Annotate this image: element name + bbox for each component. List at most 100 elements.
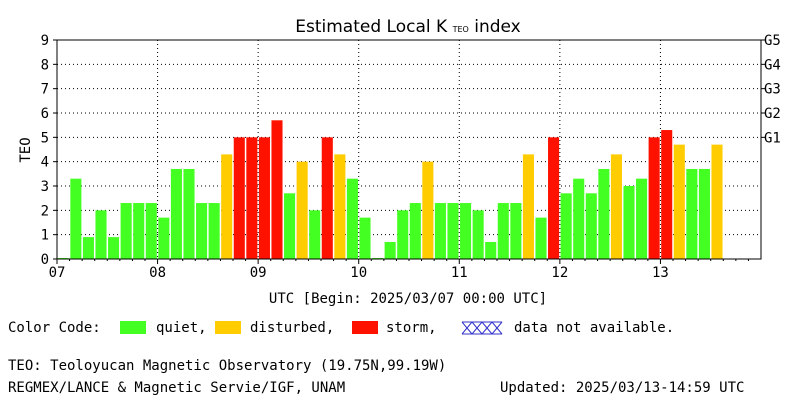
k-index-bar — [296, 161, 308, 259]
k-index-bar — [120, 203, 132, 259]
x-tick-label: 08 — [149, 265, 166, 281]
k-index-bar — [397, 210, 409, 259]
k-index-bar — [610, 154, 622, 259]
legend-na-swatch — [461, 321, 503, 335]
k-index-bar — [573, 178, 585, 259]
k-index-bar — [686, 168, 698, 259]
k-index-bar — [698, 168, 710, 259]
y-tick-label: 7 — [41, 82, 49, 98]
chart-title: Estimated Local K TEO index — [295, 17, 520, 37]
y-axis-label: TEO — [18, 137, 34, 162]
legend-disturbed-label: disturbed, — [250, 320, 335, 336]
k-index-bar — [221, 154, 233, 259]
x-tick-label: 10 — [350, 265, 367, 281]
k-index-bar — [585, 193, 597, 259]
k-index-bar — [271, 120, 283, 259]
k-index-bar — [661, 130, 673, 259]
y-tick-label: 1 — [41, 228, 49, 244]
k-index-bar — [133, 203, 145, 259]
y-tick-label: 5 — [41, 130, 49, 146]
x-tick-label: 12 — [551, 265, 568, 281]
x-tick-label: 11 — [451, 265, 468, 281]
y-tick-label: 2 — [41, 203, 49, 219]
chart-title-main: Estimated Local K — [295, 17, 448, 37]
legend-prefix: Color Code: — [8, 320, 101, 336]
x-tick-label: 13 — [652, 265, 669, 281]
tick-marks — [53, 39, 765, 264]
k-index-bar — [258, 137, 270, 259]
k-index-bar — [623, 186, 635, 259]
legend-quiet-label: quiet, — [156, 320, 207, 336]
k-index-bar — [460, 203, 472, 259]
k-index-bar — [548, 137, 560, 259]
chart-title-suffix: index — [474, 17, 521, 37]
k-index-bar — [673, 144, 685, 259]
na-cross-line — [461, 321, 473, 335]
k-index-bar — [82, 237, 94, 259]
k-index-bar — [472, 210, 484, 259]
k-index-bar — [711, 144, 723, 259]
legend-quiet-swatch — [120, 321, 146, 334]
y-tick-label: 0 — [41, 252, 49, 268]
k-index-bar — [648, 137, 660, 259]
k-index-bar — [522, 154, 534, 259]
k-index-bar — [246, 137, 258, 259]
k-index-bar — [334, 154, 346, 259]
k-index-bar — [447, 203, 459, 259]
y-tick-label: 6 — [41, 106, 49, 122]
k-index-bar — [321, 137, 333, 259]
k-index-bar — [183, 168, 195, 259]
k-index-bar — [409, 203, 421, 259]
g-scale-label: G3 — [764, 82, 781, 98]
legend-disturbed-swatch — [215, 321, 241, 334]
y-tick-label: 8 — [41, 57, 49, 73]
k-index-bar — [284, 193, 296, 259]
y-tick-label: 4 — [41, 155, 49, 171]
k-index-bar — [70, 178, 82, 259]
station-info: TEO: Teoloyucan Magnetic Observatory (19… — [8, 358, 447, 374]
k-index-bar — [384, 241, 396, 259]
k-index-bar — [145, 203, 157, 259]
k-index-bar — [233, 137, 245, 259]
bars — [57, 120, 723, 259]
credits: REGMEX/LANCE & Magnetic Servie/IGF, UNAM — [8, 380, 346, 396]
updated-timestamp: Updated: 2025/03/13-14:59 UTC — [500, 380, 745, 396]
chart-title-subscript: TEO — [452, 25, 469, 34]
k-index-bar — [636, 178, 648, 259]
legend-storm-swatch — [352, 321, 378, 334]
legend-storm-label: storm, — [386, 320, 437, 336]
k-index-bar — [346, 178, 358, 259]
k-index-bar — [598, 168, 610, 259]
na-cross-line — [491, 321, 503, 335]
k-index-bar — [196, 203, 208, 259]
k-index-bar — [309, 210, 321, 259]
k-index-bar — [560, 193, 572, 259]
k-index-bar — [170, 168, 182, 259]
k-index-bar — [485, 241, 497, 259]
g-scale-label: G5 — [764, 33, 781, 49]
k-index-bar — [95, 210, 107, 259]
x-tick-label: 07 — [49, 265, 66, 281]
g-scale-label: G2 — [764, 106, 781, 122]
g-scale-label: G1 — [764, 130, 781, 146]
k-index-bar — [510, 203, 522, 259]
k-index-bar — [497, 203, 509, 259]
k-index-bar — [535, 217, 547, 259]
k-index-bar — [158, 217, 170, 259]
x-tick-label: 09 — [250, 265, 267, 281]
y-tick-label: 9 — [41, 33, 49, 49]
k-index-bar — [208, 203, 220, 259]
y-tick-label: 3 — [41, 179, 49, 195]
na-cross-line — [481, 321, 493, 335]
na-cross-line — [471, 321, 483, 335]
k-index-bar — [359, 217, 371, 259]
k-index-bar — [422, 161, 434, 259]
grid-lines — [57, 40, 761, 259]
legend-na-label: data not available. — [514, 320, 675, 336]
x-axis-label: UTC [Begin: 2025/03/07 00:00 UTC] — [269, 291, 547, 307]
k-index-bar — [434, 203, 446, 259]
k-index-bar — [108, 237, 120, 259]
g-scale-label: G4 — [764, 57, 781, 73]
